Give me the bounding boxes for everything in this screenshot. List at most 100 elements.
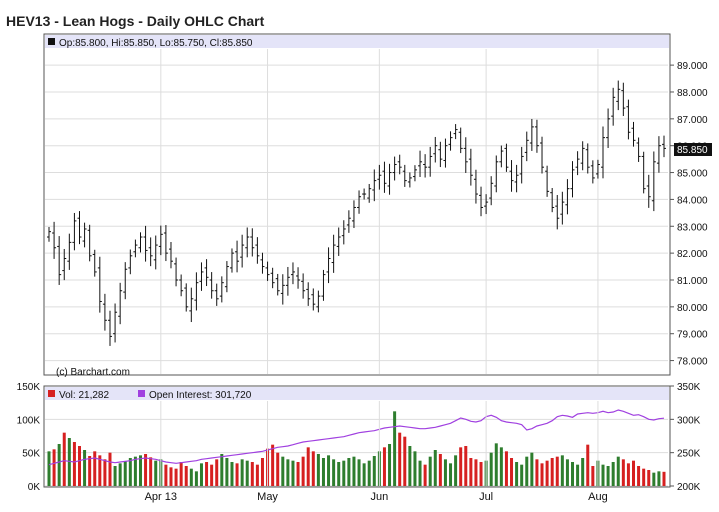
volume-bar <box>286 459 290 486</box>
x-tick-label: May <box>257 491 278 503</box>
price-header-band <box>45 35 669 48</box>
volume-bar <box>362 463 366 486</box>
volume-bar <box>433 450 437 486</box>
volume-bar <box>296 462 300 486</box>
price-tick-label: 88.000 <box>677 88 708 99</box>
volume-left-tick-label: 0K <box>28 482 41 493</box>
volume-bar <box>72 442 76 486</box>
volume-bar <box>418 460 422 486</box>
volume-bar <box>372 456 376 486</box>
volume-bar <box>255 464 259 486</box>
volume-bar <box>357 459 361 486</box>
volume-right-tick-label: 250K <box>677 449 701 460</box>
volume-bar <box>515 462 519 486</box>
volume-bar <box>230 462 234 486</box>
price-tick-label: 84.000 <box>677 195 708 206</box>
volume-bar <box>260 458 264 486</box>
volume-bar <box>138 455 142 486</box>
volume-bar <box>459 447 463 486</box>
volume-bar <box>398 432 402 486</box>
volume-bar <box>93 451 97 486</box>
volume-bar <box>149 457 153 486</box>
volume-bar <box>144 454 148 486</box>
volume-bar <box>327 455 331 486</box>
volume-panel <box>43 385 671 488</box>
volume-bar <box>133 456 137 486</box>
volume-bar <box>647 470 651 486</box>
volume-bar <box>235 463 239 486</box>
volume-bar <box>108 452 112 486</box>
volume-bar <box>332 459 336 486</box>
volume-bar <box>62 432 66 486</box>
oi-legend-text: Open Interest: 301,720 <box>149 390 252 401</box>
volume-bar <box>67 438 71 486</box>
volume-bar <box>642 468 646 486</box>
volume-bar <box>205 462 209 486</box>
copyright-label: (c) Barchart.com <box>56 367 130 378</box>
volume-bar <box>581 458 585 486</box>
volume-bar <box>189 468 193 486</box>
volume-bar <box>103 459 107 486</box>
volume-bar <box>423 464 427 486</box>
volume-bar <box>438 454 442 486</box>
volume-bar <box>560 455 564 486</box>
volume-bar <box>454 455 458 486</box>
price-header-box <box>48 38 55 45</box>
volume-bar <box>657 471 661 486</box>
price-tick-label: 87.000 <box>677 115 708 126</box>
volume-bar <box>240 459 244 486</box>
volume-bar <box>494 443 498 486</box>
open-interest-line <box>48 409 665 466</box>
volume-bar <box>184 466 188 486</box>
volume-bar <box>571 462 575 486</box>
price-tick-label: 85.000 <box>677 169 708 180</box>
volume-bar <box>118 463 122 486</box>
volume-bar <box>479 462 483 486</box>
volume-bar <box>626 463 630 486</box>
volume-bar <box>47 451 51 486</box>
price-tick-label: 81.000 <box>677 276 708 287</box>
last-price-label: 85.850 <box>677 145 708 156</box>
last-price-marker <box>674 143 712 156</box>
volume-right-tick-label: 200K <box>677 482 701 493</box>
volume-bar <box>291 460 295 486</box>
volume-bar <box>179 462 183 486</box>
volume-left-tick-label: 50K <box>22 449 40 460</box>
price-tick-label: 83.000 <box>677 222 708 233</box>
volume-right-tick-label: 300K <box>677 415 701 426</box>
volume-bar <box>403 436 407 486</box>
price-tick-label: 80.000 <box>677 303 708 314</box>
price-tick-label: 89.000 <box>677 61 708 72</box>
price-tick-label: 79.000 <box>677 330 708 341</box>
volume-bar <box>652 472 656 486</box>
volume-bar <box>250 462 254 486</box>
volume-bar <box>443 459 447 486</box>
volume-bar <box>98 455 102 486</box>
volume-bar <box>606 466 610 486</box>
volume-bar <box>77 446 81 486</box>
volume-bar <box>637 466 641 486</box>
volume-bar <box>530 452 534 486</box>
volume-bar <box>393 411 397 486</box>
volume-bar <box>489 452 493 486</box>
volume-bar <box>449 463 453 486</box>
volume-bar <box>281 456 285 486</box>
volume-bar <box>347 458 351 486</box>
volume-bar <box>474 459 478 486</box>
volume-bar <box>169 467 173 486</box>
volume-bar <box>215 459 219 486</box>
price-panel <box>43 33 671 376</box>
volume-bar <box>565 459 569 486</box>
volume-bar <box>632 460 636 486</box>
volume-bar <box>591 466 595 486</box>
volume-bar <box>352 456 356 486</box>
volume-bar <box>616 456 620 486</box>
volume-bar <box>408 446 412 486</box>
chart-title: HEV13 - Lean Hogs - Daily OHLC Chart <box>6 13 265 29</box>
oi-legend-swatch <box>138 390 145 397</box>
volume-bar <box>611 462 615 486</box>
volume-legend-text: Vol: 21,282 <box>59 390 109 401</box>
volume-bar <box>388 444 392 486</box>
volume-bar <box>210 464 214 486</box>
